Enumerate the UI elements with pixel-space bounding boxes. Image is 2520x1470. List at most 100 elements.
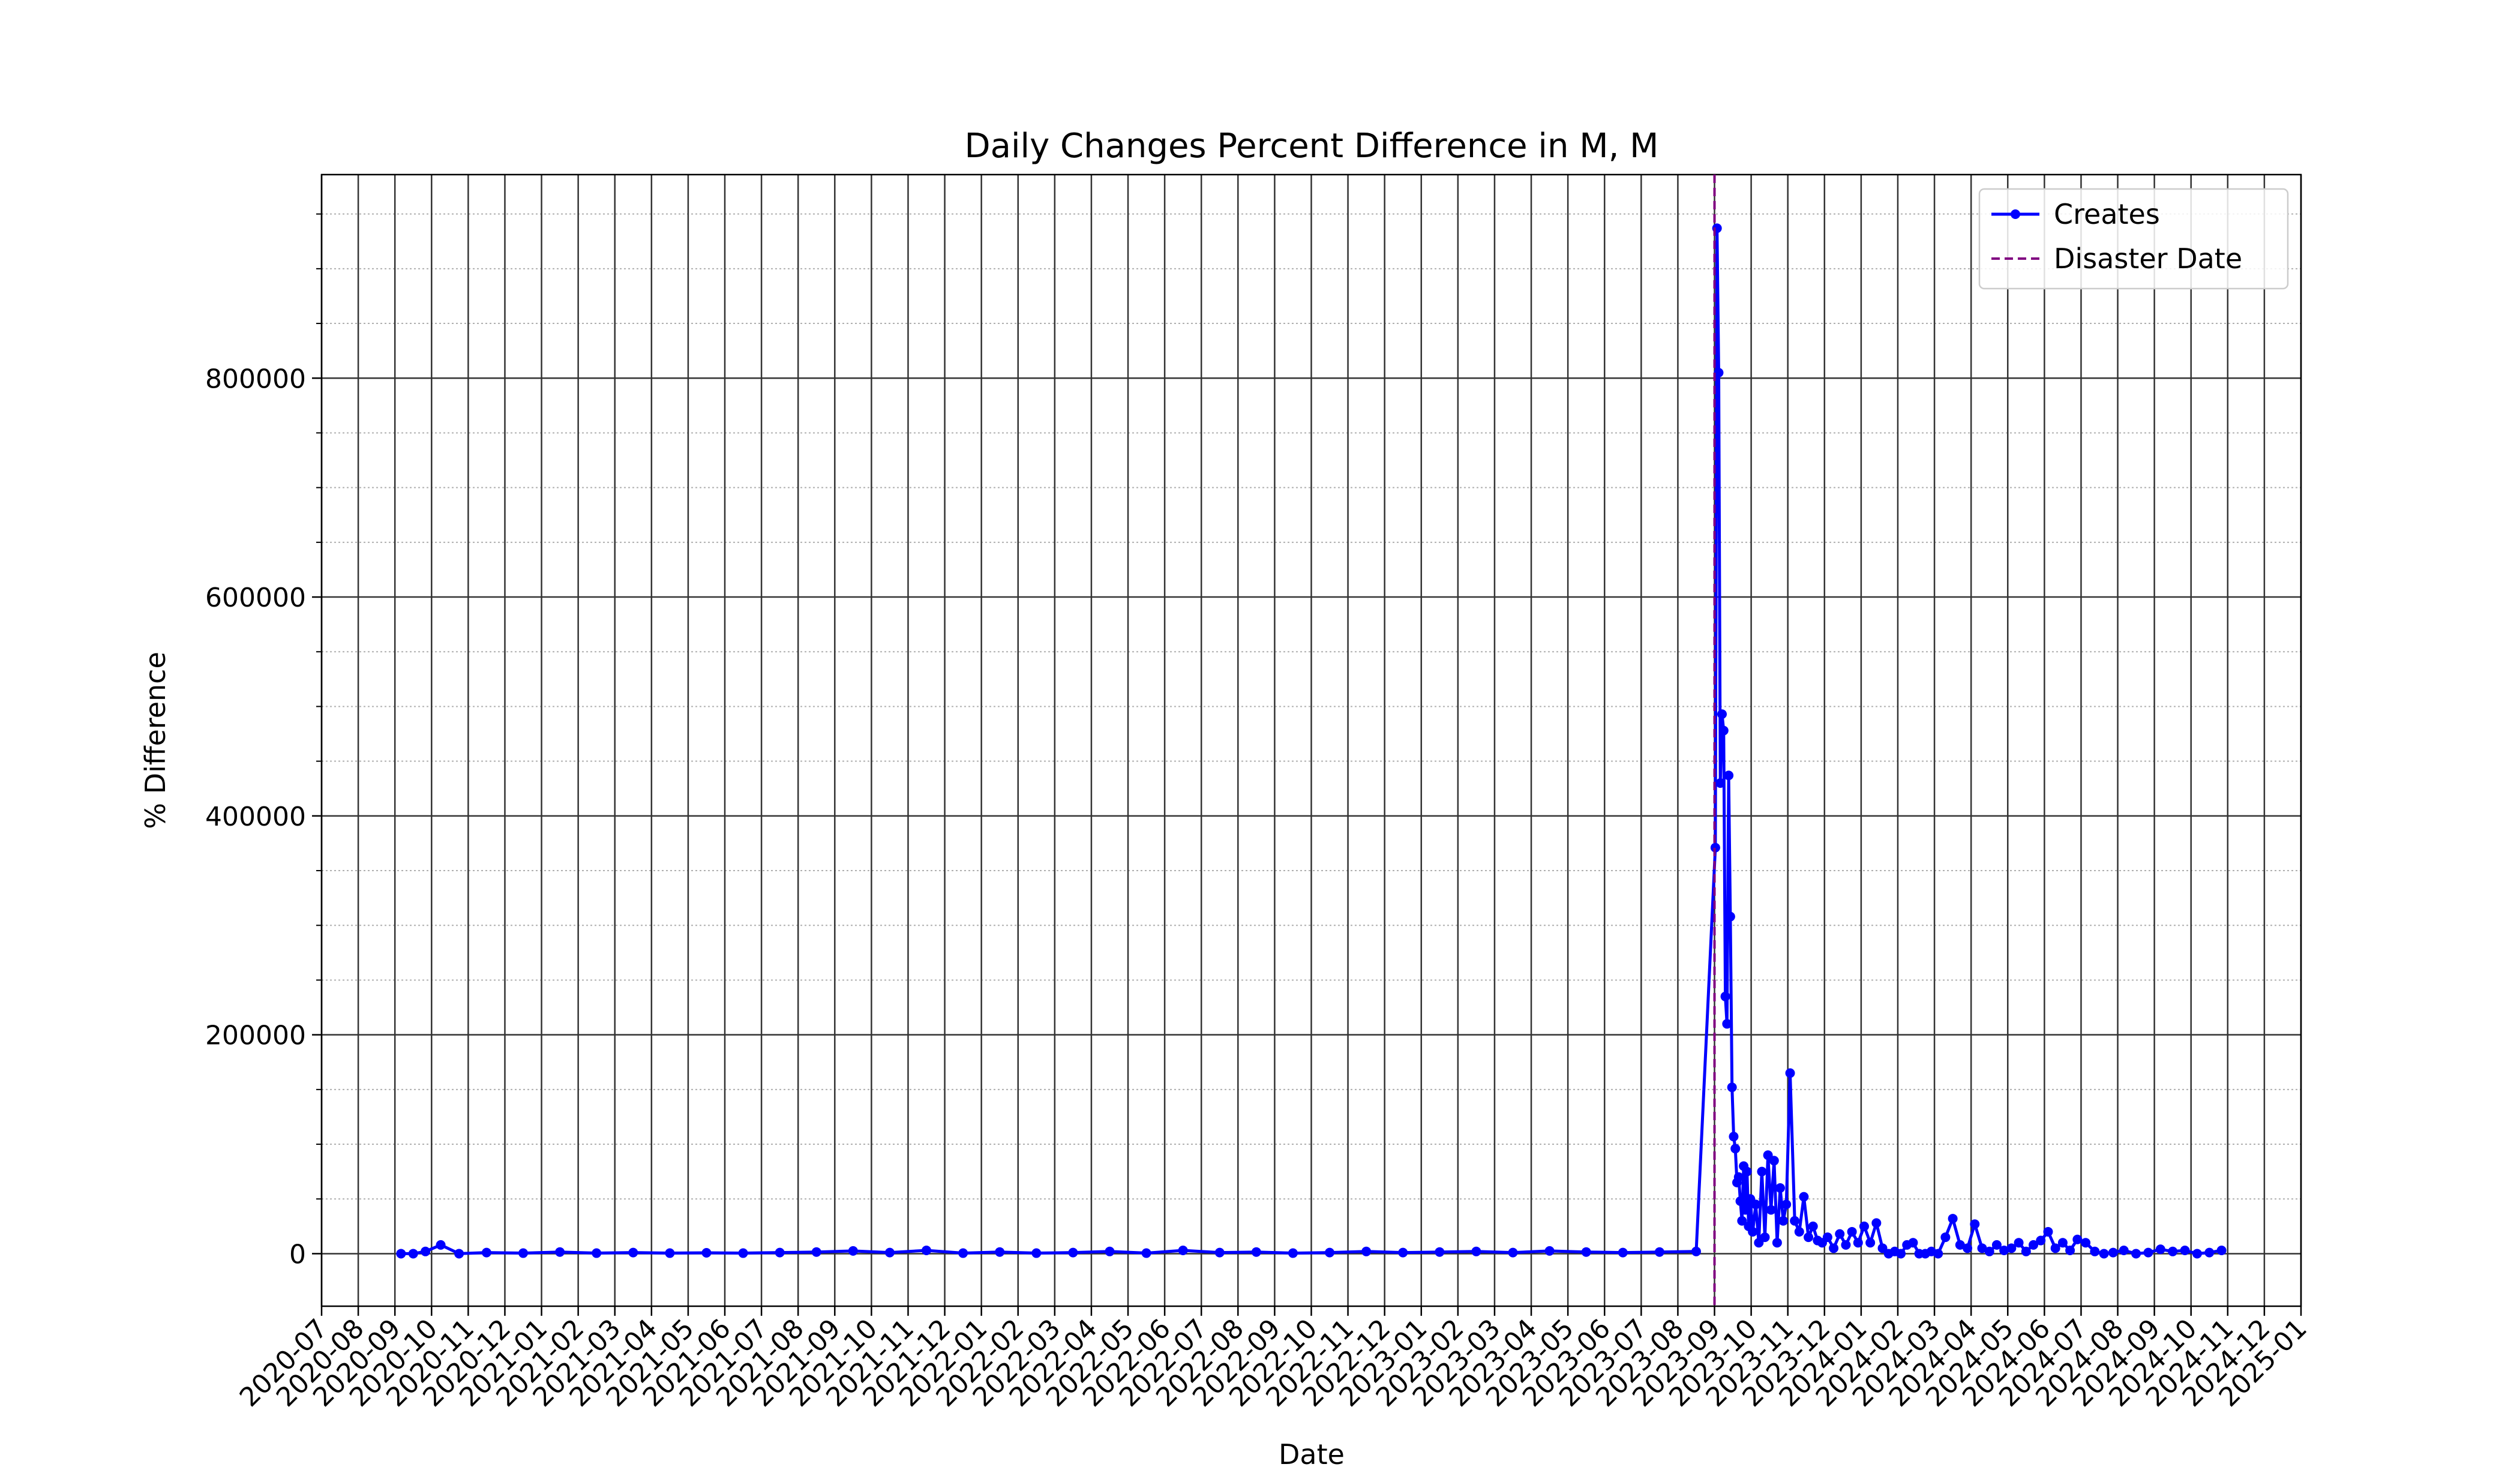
data-point (2029, 1240, 2039, 1250)
chart-title: Daily Changes Percent Difference in M, M (965, 127, 1659, 166)
data-point (1727, 1082, 1737, 1093)
legend-box (1978, 188, 2289, 290)
data-point (665, 1248, 675, 1258)
data-point (1933, 1249, 1943, 1259)
data-point (2057, 1238, 2068, 1248)
data-point (1877, 1243, 1888, 1253)
data-point (2081, 1238, 2091, 1248)
data-point (1398, 1247, 1408, 1258)
legend: Creates Disaster Date (1978, 188, 2289, 290)
data-point (1751, 1199, 1761, 1210)
data-point (1735, 1196, 1745, 1206)
data-point (1742, 1166, 1752, 1177)
data-point (2168, 1246, 2178, 1256)
data-point (1991, 1240, 2002, 1250)
data-point (1737, 1216, 1747, 1226)
data-point (2216, 1245, 2227, 1255)
data-point (884, 1247, 895, 1258)
data-point (2036, 1235, 2046, 1246)
data-point (1984, 1246, 1994, 1256)
data-point (1710, 842, 1720, 853)
data-point (2131, 1249, 2141, 1259)
data-point (1763, 1150, 1773, 1160)
data-point (1853, 1238, 1863, 1248)
data-point (2192, 1249, 2202, 1259)
data-point (1581, 1247, 1591, 1257)
data-point (1859, 1221, 1869, 1231)
data-point (1720, 991, 1730, 1001)
data-point (1740, 1205, 1750, 1215)
data-point (1799, 1192, 1809, 1202)
data-point (1717, 709, 1727, 719)
data-point (396, 1249, 406, 1259)
data-point (1724, 770, 1734, 781)
data-point (1908, 1238, 1918, 1248)
data-point (1829, 1243, 1839, 1253)
data-point (555, 1247, 565, 1257)
plot-frame (320, 173, 2302, 1307)
data-point (1178, 1245, 1188, 1255)
data-point (1718, 725, 1729, 736)
data-point (436, 1240, 446, 1250)
data-point (518, 1248, 529, 1258)
data-point (2143, 1247, 2153, 1258)
data-point (1785, 1068, 1795, 1078)
data-point (1733, 1172, 1744, 1182)
data-point (995, 1247, 1005, 1257)
data-point (421, 1246, 431, 1256)
data-point (1754, 1238, 1764, 1248)
legend-label: Disaster Date (2054, 242, 2242, 275)
data-point (2108, 1247, 2118, 1258)
data-point (592, 1248, 602, 1258)
data-point (2050, 1243, 2060, 1253)
data-point (628, 1247, 638, 1258)
data-point (1031, 1248, 1042, 1258)
data-point (1729, 1132, 1739, 1142)
data-point (1618, 1247, 1628, 1258)
data-point (1691, 1246, 1701, 1256)
y-axis-label: % Difference (139, 652, 172, 829)
data-point (1251, 1247, 1261, 1257)
x-axis-label: Date (1279, 1438, 1345, 1470)
data-point (811, 1247, 821, 1257)
data-point (1940, 1232, 1951, 1243)
data-point (454, 1249, 464, 1259)
data-point (775, 1247, 785, 1258)
data-point (958, 1248, 968, 1258)
data-point (1963, 1243, 1973, 1253)
data-point (2021, 1246, 2031, 1256)
legend-marker (2011, 209, 2020, 219)
data-point (1715, 778, 1726, 788)
y-tick-label: 200000 (205, 1021, 306, 1051)
data-point (1948, 1214, 1958, 1224)
data-point (1725, 911, 1735, 922)
data-point (1772, 1238, 1782, 1248)
data-point (1141, 1248, 1151, 1258)
data-point (2043, 1226, 2053, 1237)
data-point (922, 1245, 932, 1255)
data-point (1730, 1144, 1741, 1154)
data-point (848, 1246, 858, 1256)
y-tick-label: 400000 (205, 802, 306, 832)
data-point (1068, 1247, 1078, 1258)
data-point (1714, 368, 1724, 378)
data-point (2014, 1238, 2024, 1248)
data-point (2090, 1246, 2100, 1256)
data-point (2155, 1244, 2165, 1255)
data-point (1955, 1240, 1965, 1250)
data-point (1822, 1232, 1832, 1243)
data-point (1999, 1245, 2009, 1255)
data-point (1781, 1199, 1792, 1210)
legend-label: Creates (2054, 198, 2160, 230)
data-point (1778, 1216, 1789, 1226)
data-point (1105, 1246, 1115, 1256)
data-point (1871, 1218, 1882, 1228)
y-tick-label: 600000 (205, 583, 306, 613)
data-point (1748, 1226, 1758, 1237)
data-point (1288, 1248, 1298, 1258)
data-point (1775, 1183, 1785, 1193)
data-point (1508, 1247, 1518, 1258)
data-point (1766, 1205, 1776, 1215)
data-point (1977, 1243, 1987, 1253)
